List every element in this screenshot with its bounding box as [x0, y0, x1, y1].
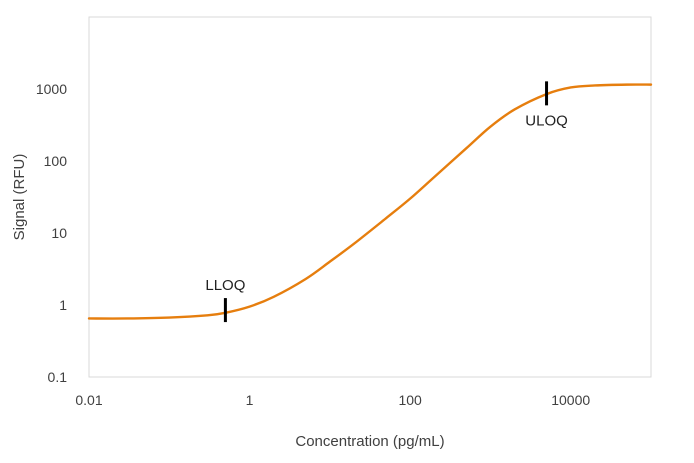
data-point: [352, 242, 356, 246]
data-point: [513, 107, 517, 111]
data-point: [488, 125, 492, 129]
data-point: [167, 316, 171, 320]
series-line: [87, 83, 653, 320]
data-point: [87, 316, 91, 320]
x-axis-ticks: 0.01 1 100 10000: [75, 392, 590, 408]
annotations: LLOQ ULOQ: [205, 81, 568, 323]
data-point: [625, 83, 629, 87]
lloq-label: LLOQ: [205, 277, 245, 294]
data-point: [464, 146, 468, 150]
plot-area: [88, 16, 652, 378]
data-point: [272, 295, 276, 299]
data-point: [125, 316, 129, 320]
y-tick-label: 10: [51, 225, 67, 241]
data-point: [569, 85, 573, 89]
y-tick-label: 1: [59, 297, 67, 313]
data-point: [384, 216, 388, 220]
x-axis-title: Concentration (pg/mL): [295, 433, 444, 450]
y-tick-label: 0.1: [48, 369, 68, 385]
data-point: [248, 305, 252, 309]
uloq-label: ULOQ: [525, 112, 568, 129]
y-tick-label: 1000: [36, 81, 67, 97]
x-tick-label: 0.01: [75, 392, 102, 408]
data-point: [593, 83, 597, 87]
data-point: [649, 83, 653, 87]
y-tick-label: 100: [44, 153, 68, 169]
x-tick-label: 1: [246, 392, 254, 408]
data-point: [432, 175, 436, 179]
data-point: [206, 313, 210, 317]
y-axis-ticks: 0.1 1 10 100 1000: [36, 81, 67, 385]
x-tick-label: 10000: [551, 392, 590, 408]
data-point: [408, 197, 412, 201]
data-point: [304, 277, 308, 281]
data-point: [328, 260, 332, 264]
y-axis-title: Signal (RFU): [11, 154, 28, 241]
x-tick-label: 100: [398, 392, 422, 408]
